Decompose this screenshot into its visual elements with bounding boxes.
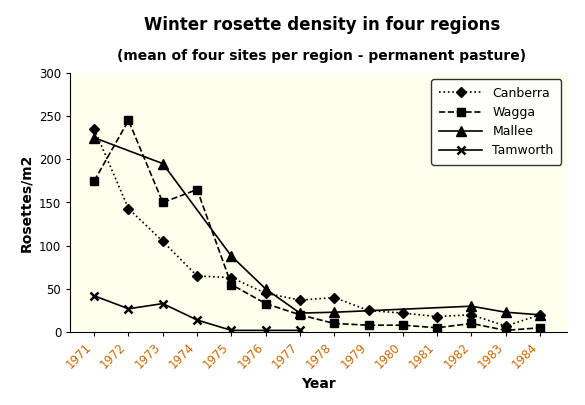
Canberra <box>433 314 441 319</box>
Tamworth <box>297 328 304 333</box>
Tamworth <box>159 301 166 306</box>
Mallee <box>331 310 338 315</box>
Wagga <box>262 301 269 306</box>
Line: Tamworth: Tamworth <box>90 292 304 335</box>
Canberra <box>331 295 338 300</box>
Canberra <box>297 298 304 303</box>
Text: (mean of four sites per region - permanent pasture): (mean of four sites per region - permane… <box>117 49 526 63</box>
Line: Canberra: Canberra <box>91 125 544 330</box>
Wagga <box>297 312 304 317</box>
Canberra <box>502 324 509 328</box>
Mallee <box>468 304 475 309</box>
Text: Winter rosette density in four regions: Winter rosette density in four regions <box>144 16 500 34</box>
Legend: Canberra, Wagga, Mallee, Tamworth: Canberra, Wagga, Mallee, Tamworth <box>431 79 561 165</box>
Tamworth <box>228 328 235 333</box>
Canberra <box>228 275 235 280</box>
Wagga <box>91 179 98 183</box>
Line: Mallee: Mallee <box>90 133 545 320</box>
Wagga <box>468 321 475 326</box>
Wagga <box>125 118 132 123</box>
Tamworth <box>194 318 201 322</box>
Mallee <box>502 310 509 315</box>
Canberra <box>400 311 407 315</box>
Canberra <box>91 127 98 132</box>
Canberra <box>194 273 201 278</box>
Tamworth <box>125 306 132 311</box>
Wagga <box>433 325 441 330</box>
Wagga <box>159 200 166 205</box>
Canberra <box>262 291 269 296</box>
Tamworth <box>262 328 269 333</box>
Line: Wagga: Wagga <box>90 116 544 335</box>
Mallee <box>536 312 543 317</box>
Wagga <box>400 323 407 328</box>
Canberra <box>536 312 543 317</box>
Canberra <box>125 206 132 211</box>
Canberra <box>468 312 475 317</box>
Tamworth <box>91 293 98 298</box>
Wagga <box>228 282 235 287</box>
Mallee <box>262 286 269 291</box>
Mallee <box>297 311 304 315</box>
Mallee <box>228 254 235 258</box>
Wagga <box>502 328 509 333</box>
X-axis label: Year: Year <box>301 377 336 391</box>
Wagga <box>331 321 338 326</box>
Canberra <box>365 308 372 313</box>
Mallee <box>159 161 166 166</box>
Wagga <box>365 323 372 328</box>
Wagga <box>194 187 201 192</box>
Mallee <box>91 135 98 140</box>
Canberra <box>159 239 166 244</box>
Y-axis label: Rosettes/m2: Rosettes/m2 <box>19 153 33 252</box>
Wagga <box>536 325 543 330</box>
